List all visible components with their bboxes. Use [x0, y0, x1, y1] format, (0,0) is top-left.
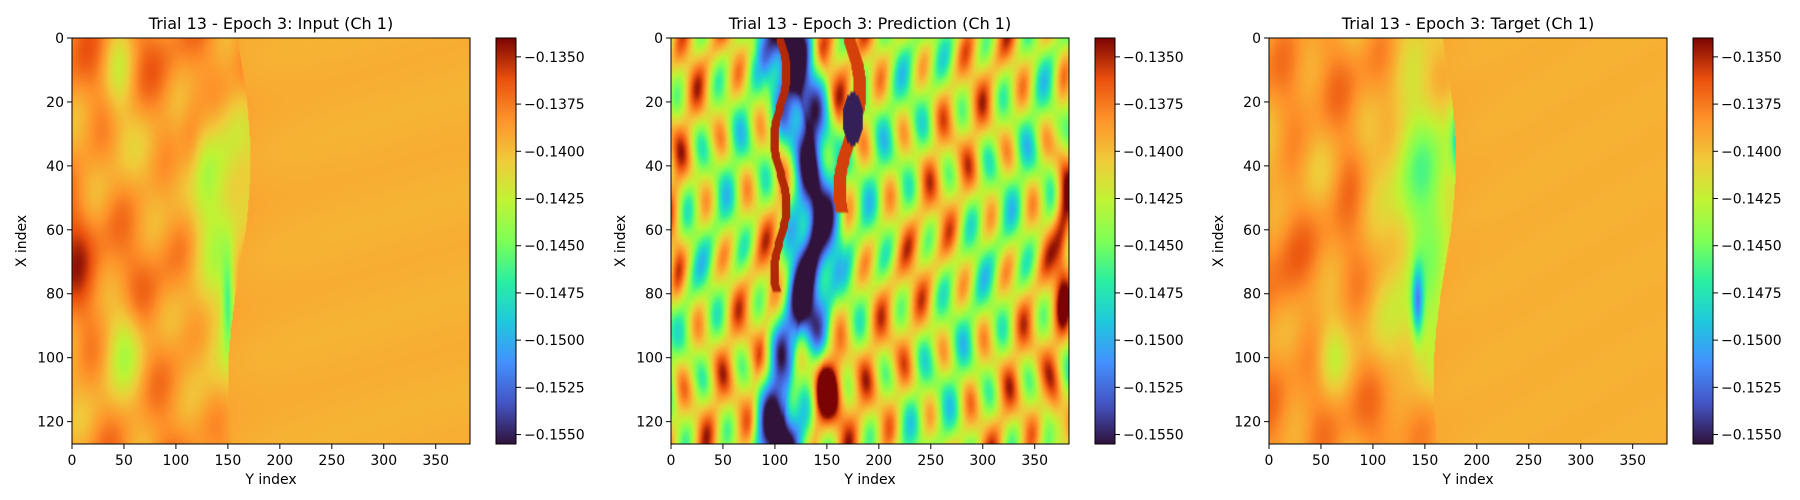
y-axis-label: X index [1211, 215, 1227, 267]
x-tick-label: 100 [163, 453, 190, 469]
colorbar-tick-label: −0.1350 [1123, 50, 1184, 66]
colorbar-tick-label: −0.1525 [1721, 380, 1782, 396]
heatmap-image [1269, 38, 1667, 444]
colorbar-tick-label: −0.1450 [1721, 239, 1782, 255]
x-tick-label: 0 [1265, 453, 1274, 469]
x-tick-label: 200 [266, 453, 293, 469]
chart-panel-target: Trial 13 - Epoch 3: Target (Ch 1) 0 50 100 1… [1211, 14, 1782, 488]
y-tick-label: 80 [645, 287, 663, 303]
y-tick-label: 0 [1252, 31, 1261, 47]
axes-frame [1268, 37, 1668, 445]
colorbar-tick-label: −0.1500 [524, 333, 585, 349]
chart-title: Trial 13 - Epoch 3: Prediction (Ch 1) [728, 14, 1011, 33]
y-tick-label: 120 [37, 415, 64, 431]
x-tick-label: 50 [714, 453, 732, 469]
colorbar-tick-label: −0.1550 [1721, 428, 1782, 444]
x-tick-label: 250 [917, 453, 944, 469]
y-tick-label: 100 [37, 351, 64, 367]
x-tick-label: 100 [1360, 453, 1387, 469]
y-tick-label: 100 [1234, 351, 1261, 367]
axes-frame [71, 37, 471, 445]
chart-title: Trial 13 - Epoch 3: Input (Ch 1) [148, 14, 393, 33]
y-tick-label: 20 [645, 95, 663, 111]
colorbar-tick-label: −0.1500 [1721, 333, 1782, 349]
colorbar-tick-label: −0.1350 [524, 50, 585, 66]
y-axis-label: X index [14, 215, 30, 267]
colorbar [1692, 37, 1714, 445]
y-tick-label: 20 [46, 95, 64, 111]
x-tick-label: 150 [814, 453, 841, 469]
x-tick-label: 300 [1567, 453, 1594, 469]
colorbar-tick-label: −0.1525 [1123, 380, 1184, 396]
x-tick-label: 300 [370, 453, 397, 469]
x-tick-label: 200 [1463, 453, 1490, 469]
axes-frame [670, 37, 1070, 445]
chart-panel-input: Trial 13 - Epoch 3: Input (Ch 1) 0 50 100 15… [14, 14, 585, 488]
x-tick-label: 0 [667, 453, 676, 469]
colorbar-tick-label: −0.1400 [1123, 144, 1184, 160]
x-tick-label: 150 [215, 453, 242, 469]
x-tick-label: 200 [865, 453, 892, 469]
x-axis-label: Y index [843, 472, 895, 488]
x-tick-label: 250 [1515, 453, 1542, 469]
y-tick-label: 120 [1234, 415, 1261, 431]
y-tick-label: 0 [654, 31, 663, 47]
colorbar-tick-label: −0.1425 [1721, 192, 1782, 208]
x-tick-label: 150 [1412, 453, 1439, 469]
x-axis-label: Y index [1441, 472, 1493, 488]
x-tick-label: 0 [68, 453, 77, 469]
x-tick-label: 350 [422, 453, 449, 469]
y-tick-label: 100 [636, 351, 663, 367]
y-tick-label: 60 [1243, 223, 1261, 239]
colorbar-tick-label: −0.1400 [1721, 144, 1782, 160]
y-axis-label: X index [613, 215, 629, 267]
x-tick-label: 350 [1021, 453, 1048, 469]
colorbar-tick-label: −0.1525 [524, 380, 585, 396]
colorbar-tick-label: −0.1425 [524, 192, 585, 208]
x-tick-label: 100 [762, 453, 789, 469]
colorbar-tick-label: −0.1375 [524, 97, 585, 113]
colorbar [495, 37, 517, 445]
y-tick-label: 120 [636, 415, 663, 431]
colorbar-tick-label: −0.1425 [1123, 192, 1184, 208]
x-tick-label: 300 [969, 453, 996, 469]
y-tick-label: 0 [55, 31, 64, 47]
chart-panel-prediction: Trial 13 - Epoch 3: Prediction (Ch 1) 0 50… [613, 14, 1184, 488]
colorbar-tick-label: −0.1500 [1123, 333, 1184, 349]
colorbar-tick-label: −0.1450 [1123, 239, 1184, 255]
y-tick-label: 40 [645, 159, 663, 175]
y-tick-label: 40 [46, 159, 64, 175]
colorbar-tick-label: −0.1375 [1123, 97, 1184, 113]
colorbar-tick-label: −0.1450 [524, 239, 585, 255]
heatmap-image [72, 38, 470, 444]
heatmap-image [671, 38, 1069, 444]
x-tick-label: 50 [115, 453, 133, 469]
x-tick-label: 50 [1312, 453, 1330, 469]
x-tick-label: 250 [318, 453, 345, 469]
colorbar-tick-label: −0.1550 [1123, 428, 1184, 444]
y-tick-label: 40 [1243, 159, 1261, 175]
y-tick-label: 60 [645, 223, 663, 239]
colorbar-tick-label: −0.1400 [524, 144, 585, 160]
y-tick-label: 80 [1243, 287, 1261, 303]
colorbar-tick-label: −0.1350 [1721, 50, 1782, 66]
x-axis-label: Y index [244, 472, 296, 488]
colorbar-tick-label: −0.1550 [524, 428, 585, 444]
x-tick-label: 350 [1619, 453, 1646, 469]
colorbar-tick-label: −0.1475 [524, 286, 585, 302]
y-tick-label: 80 [46, 287, 64, 303]
y-tick-label: 60 [46, 223, 64, 239]
colorbar-tick-label: −0.1475 [1721, 286, 1782, 302]
colorbar-tick-label: −0.1375 [1721, 97, 1782, 113]
colorbar-tick-label: −0.1475 [1123, 286, 1184, 302]
y-tick-label: 20 [1243, 95, 1261, 111]
chart-title: Trial 13 - Epoch 3: Target (Ch 1) [1341, 14, 1594, 33]
colorbar [1094, 37, 1116, 445]
